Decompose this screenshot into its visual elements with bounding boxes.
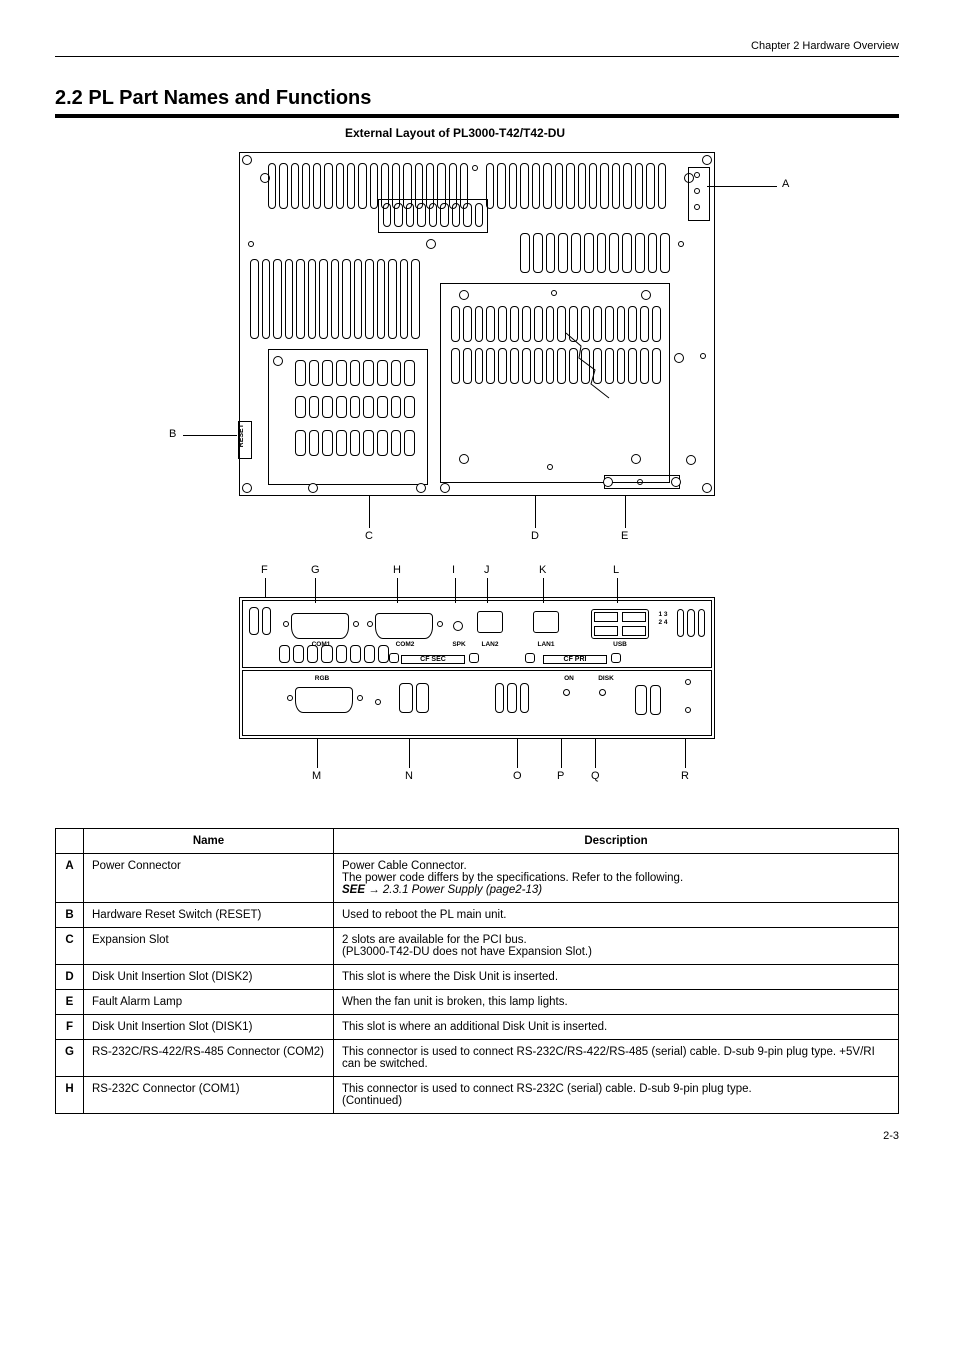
table-cell-name: Power Connector — [84, 854, 334, 903]
table-cell-letter: H — [56, 1077, 84, 1114]
callout-f: F — [261, 564, 268, 576]
table-cell-desc: Power Cable Connector.The power code dif… — [334, 854, 899, 903]
table-cell-name: RS-232C Connector (COM1) — [84, 1077, 334, 1114]
label-lan1: LAN1 — [531, 641, 561, 648]
callout-d: D — [531, 530, 539, 542]
table-cell-name: Fault Alarm Lamp — [84, 990, 334, 1015]
rear-diagram: RESET A B C D E — [117, 148, 837, 548]
label-disk: DISK — [591, 675, 621, 682]
label-cfpri: CF PRI — [543, 655, 607, 664]
table-cell-desc: This connector is used to connect RS-232… — [334, 1040, 899, 1077]
table-cell-desc: This connector is used to connect RS-232… — [334, 1077, 899, 1114]
table-header-name: Name — [84, 829, 334, 854]
table-cell-letter: D — [56, 965, 84, 990]
callout-q: Q — [591, 770, 600, 782]
callout-j: J — [484, 564, 490, 576]
callout-a: A — [782, 178, 789, 190]
label-on: ON — [559, 675, 579, 682]
section-title: 2.2 PL Part Names and Functions — [55, 87, 899, 118]
table-cell-name: RS-232C/RS-422/RS-485 Connector (COM2) — [84, 1040, 334, 1077]
table-cell-desc: When the fan unit is broken, this lamp l… — [334, 990, 899, 1015]
header-right: Chapter 2 Hardware Overview — [751, 40, 899, 52]
callout-b: B — [169, 428, 176, 440]
callout-c: C — [365, 530, 373, 542]
table-cell-name: Hardware Reset Switch (RESET) — [84, 903, 334, 928]
table-row: EFault Alarm LampWhen the fan unit is br… — [56, 990, 899, 1015]
layout-caption: External Layout of PL3000-T42/T42-DU — [215, 126, 695, 140]
table-cell-letter: C — [56, 928, 84, 965]
callout-n: N — [405, 770, 413, 782]
table-cell-name: Expansion Slot — [84, 928, 334, 965]
label-usb-nums: 1 3 2 4 — [653, 611, 673, 627]
table-cell-letter: F — [56, 1015, 84, 1040]
callout-l: L — [613, 564, 619, 576]
callout-i: I — [452, 564, 455, 576]
table-row: DDisk Unit Insertion Slot (DISK2)This sl… — [56, 965, 899, 990]
callout-r: R — [681, 770, 689, 782]
table-header-blank — [56, 829, 84, 854]
callout-o: O — [513, 770, 522, 782]
label-spk: SPK — [447, 641, 471, 648]
callout-h: H — [393, 564, 401, 576]
label-cfsec: CF SEC — [401, 655, 465, 664]
label-usb: USB — [605, 641, 635, 648]
label-lan2: LAN2 — [475, 641, 505, 648]
table-header-desc: Description — [334, 829, 899, 854]
table-cell-letter: A — [56, 854, 84, 903]
callout-e: E — [621, 530, 628, 542]
table-row: APower ConnectorPower Cable Connector.Th… — [56, 854, 899, 903]
page-number: 2-3 — [883, 1130, 899, 1142]
table-cell-desc: This slot is where the Disk Unit is inse… — [334, 965, 899, 990]
callout-p: P — [557, 770, 564, 782]
callout-g: G — [311, 564, 320, 576]
table-cell-desc: 2 slots are available for the PCI bus.(P… — [334, 928, 899, 965]
table-cell-desc: This slot is where an additional Disk Un… — [334, 1015, 899, 1040]
table-row: FDisk Unit Insertion Slot (DISK1)This sl… — [56, 1015, 899, 1040]
table-row: BHardware Reset Switch (RESET)Used to re… — [56, 903, 899, 928]
table-row: HRS-232C Connector (COM1)This connector … — [56, 1077, 899, 1114]
callout-m: M — [312, 770, 321, 782]
parts-table: Name Description APower ConnectorPower C… — [55, 828, 899, 1114]
table-cell-name: Disk Unit Insertion Slot (DISK2) — [84, 965, 334, 990]
callout-k: K — [539, 564, 546, 576]
table-cell-letter: B — [56, 903, 84, 928]
table-cell-letter: G — [56, 1040, 84, 1077]
label-rgb: RGB — [307, 675, 337, 682]
table-cell-letter: E — [56, 990, 84, 1015]
table-header-row: Name Description — [56, 829, 899, 854]
table-cell-desc: Used to reboot the PL main unit. — [334, 903, 899, 928]
table-row: GRS-232C/RS-422/RS-485 Connector (COM2)T… — [56, 1040, 899, 1077]
label-com2: COM2 — [385, 641, 425, 648]
page-header: Chapter 2 Hardware Overview — [55, 40, 899, 57]
table-row: CExpansion Slot2 slots are available for… — [56, 928, 899, 965]
bottom-diagram: COM1 COM2 SPK LAN2 LAN1 — [117, 578, 837, 798]
table-cell-name: Disk Unit Insertion Slot (DISK1) — [84, 1015, 334, 1040]
reset-label: RESET — [238, 424, 245, 447]
